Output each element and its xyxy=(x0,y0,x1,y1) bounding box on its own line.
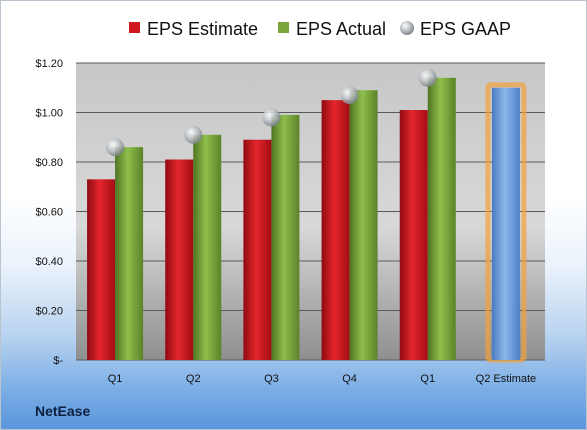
y-tick-label: $- xyxy=(53,355,63,367)
legend-swatch-eps-gaap xyxy=(400,21,414,35)
bar-q2-estimate xyxy=(491,87,520,360)
gridlines xyxy=(76,62,545,361)
x-category-label: Q2 Estimate xyxy=(476,373,537,385)
legend-swatch-eps-actual xyxy=(278,22,289,33)
bar-eps-estimate xyxy=(165,159,194,360)
legend: EPS Estimate EPS Actual EPS GAAP xyxy=(129,19,511,39)
bars xyxy=(87,77,527,363)
y-tick-label: $1.00 xyxy=(35,108,63,120)
bar-eps-actual xyxy=(349,90,378,360)
marker-eps-gaap xyxy=(106,138,125,157)
bar-eps-actual xyxy=(271,114,300,360)
bar-eps-estimate xyxy=(87,179,116,360)
bar-eps-actual xyxy=(193,134,222,360)
company-name: NetEase xyxy=(35,403,91,419)
marker-eps-gaap xyxy=(418,68,437,87)
y-tick-label: $0.60 xyxy=(35,207,63,219)
y-tick-label: $1.20 xyxy=(35,58,63,70)
legend-label-eps-actual: EPS Actual xyxy=(296,19,386,39)
y-tick-label: $0.40 xyxy=(35,256,63,268)
marker-eps-gaap xyxy=(340,86,359,105)
marker-eps-gaap xyxy=(184,125,203,144)
legend-swatch-eps-estimate xyxy=(129,22,140,33)
marker-eps-gaap xyxy=(262,108,281,127)
legend-label-eps-gaap: EPS GAAP xyxy=(420,19,511,39)
bar-eps-actual xyxy=(427,77,456,360)
y-tick-label: $0.20 xyxy=(35,306,63,318)
bar-eps-estimate xyxy=(321,100,350,360)
x-axis-labels: Q1 Q2 Q3 Q4 Q1 Q2 Estimate xyxy=(108,373,536,385)
x-category-label: Q4 xyxy=(342,373,357,385)
gaap-markers xyxy=(106,68,437,157)
legend-label-eps-estimate: EPS Estimate xyxy=(147,19,258,39)
bar-eps-estimate xyxy=(243,139,272,360)
y-axis-tick-labels: $1.20 $1.00 $0.80 $0.60 $0.40 $0.20 $- xyxy=(35,58,63,367)
x-category-label: Q3 xyxy=(264,373,279,385)
bar-eps-estimate xyxy=(399,110,428,361)
x-category-label: Q1 xyxy=(108,373,123,385)
x-category-label: Q1 xyxy=(420,373,435,385)
bar-eps-actual xyxy=(115,147,144,360)
x-category-label: Q2 xyxy=(186,373,201,385)
y-tick-label: $0.80 xyxy=(35,157,63,169)
